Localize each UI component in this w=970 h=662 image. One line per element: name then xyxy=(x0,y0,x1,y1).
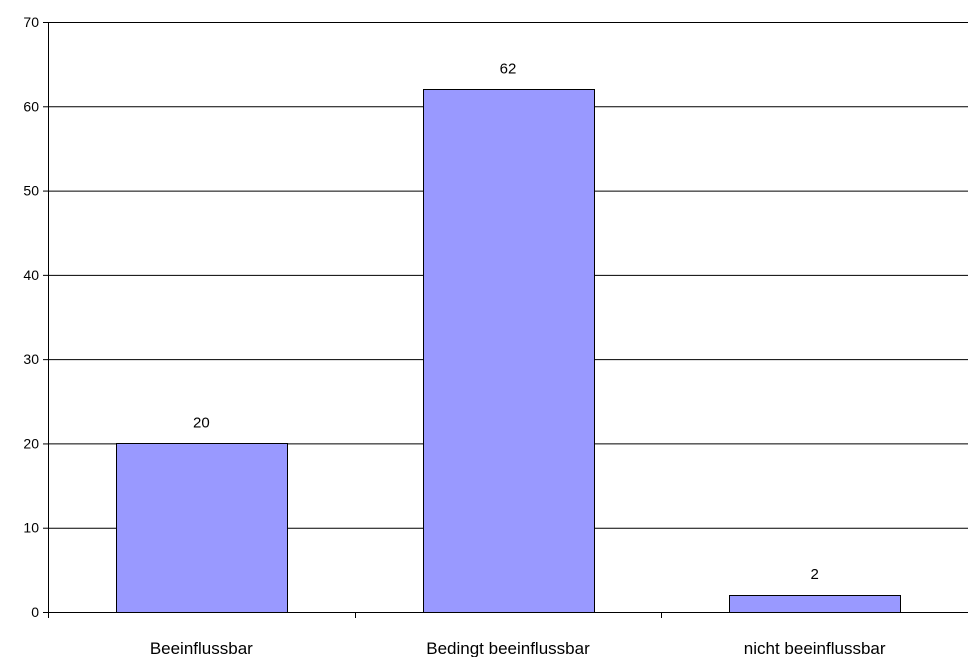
data-label: 20 xyxy=(193,414,210,431)
y-tick-label: 50 xyxy=(23,183,39,199)
y-tick-label: 30 xyxy=(23,351,39,367)
bar-3 xyxy=(729,595,901,613)
data-labels: 20 62 2 xyxy=(193,60,819,583)
y-tick-label: 20 xyxy=(23,435,39,451)
y-tick-label: 0 xyxy=(31,604,39,620)
x-tick-label: nicht beeinflussbar xyxy=(744,639,886,657)
y-tick-label: 70 xyxy=(23,14,39,30)
y-tick-label: 60 xyxy=(23,98,39,114)
bars xyxy=(116,89,901,613)
data-label: 62 xyxy=(500,60,517,77)
axes xyxy=(43,22,968,618)
x-tick-label: Bedingt beeinflussbar xyxy=(426,639,590,657)
y-tick-label: 10 xyxy=(23,520,39,536)
bar-1 xyxy=(116,443,288,613)
y-tick-label: 40 xyxy=(23,267,39,283)
y-tick-labels: 0 10 20 30 40 50 60 70 xyxy=(23,14,39,620)
bar-2 xyxy=(423,89,595,613)
data-label: 2 xyxy=(810,566,818,583)
x-tick-labels: Beeinflussbar Bedingt beeinflussbar nicht … xyxy=(150,639,886,658)
x-tick-label: Beeinflussbar xyxy=(150,639,253,657)
